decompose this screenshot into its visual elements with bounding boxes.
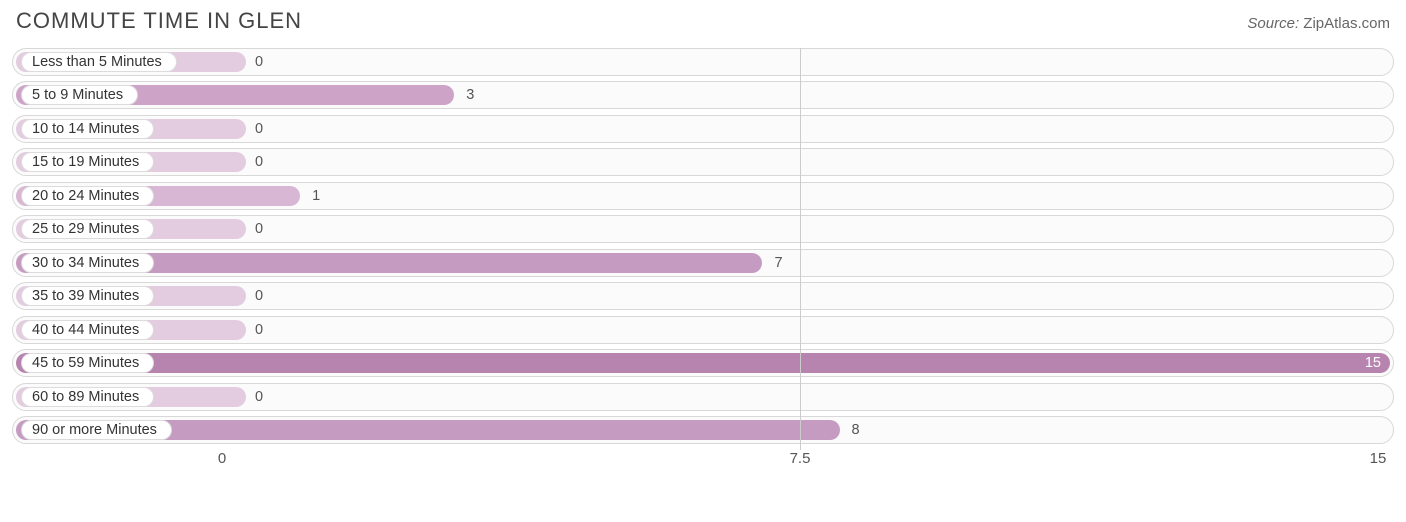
bar-row: 40 to 44 Minutes 0 bbox=[12, 316, 1394, 344]
bar-row: 20 to 24 Minutes 1 bbox=[12, 182, 1394, 210]
bar-value: 8 bbox=[846, 417, 866, 443]
bar-fill bbox=[16, 353, 1390, 373]
bar-label: 10 to 14 Minutes bbox=[21, 119, 154, 139]
bar-row: 90 or more Minutes 8 bbox=[12, 416, 1394, 444]
axis-tick: 15 bbox=[1370, 450, 1387, 467]
bar-row: 25 to 29 Minutes 0 bbox=[12, 215, 1394, 243]
axis-tick: 0 bbox=[218, 450, 226, 467]
chart-container: COMMUTE TIME IN GLEN Source: ZipAtlas.co… bbox=[0, 0, 1406, 522]
bar-value: 0 bbox=[249, 384, 269, 410]
bar-label: 45 to 59 Minutes bbox=[21, 353, 154, 373]
bar-value: 0 bbox=[249, 116, 269, 142]
bar-row: 5 to 9 Minutes 3 bbox=[12, 81, 1394, 109]
bar-value: 15 bbox=[1359, 350, 1387, 376]
bar-value: 7 bbox=[768, 250, 788, 276]
bar-value: 0 bbox=[249, 317, 269, 343]
bar-label: 90 or more Minutes bbox=[21, 420, 172, 440]
bar-label: 25 to 29 Minutes bbox=[21, 219, 154, 239]
bar-label: 20 to 24 Minutes bbox=[21, 186, 154, 206]
axis-tick: 7.5 bbox=[790, 450, 811, 467]
chart-source: Source: ZipAtlas.com bbox=[1247, 15, 1390, 32]
bar-label: 60 to 89 Minutes bbox=[21, 387, 154, 407]
chart-title: COMMUTE TIME IN GLEN bbox=[16, 8, 302, 34]
bar-value: 1 bbox=[306, 183, 326, 209]
bar-label: Less than 5 Minutes bbox=[21, 52, 177, 72]
bar-value: 0 bbox=[249, 283, 269, 309]
bar-row: 15 to 19 Minutes 0 bbox=[12, 148, 1394, 176]
bar-label: 5 to 9 Minutes bbox=[21, 85, 138, 105]
bar-value: 0 bbox=[249, 149, 269, 175]
bar-row: Less than 5 Minutes 0 bbox=[12, 48, 1394, 76]
chart-header: COMMUTE TIME IN GLEN Source: ZipAtlas.co… bbox=[12, 6, 1394, 42]
bar-row: 30 to 34 Minutes 7 bbox=[12, 249, 1394, 277]
bar-row: 60 to 89 Minutes 0 bbox=[12, 383, 1394, 411]
source-prefix: Source: bbox=[1247, 15, 1299, 32]
bar-value: 3 bbox=[460, 82, 480, 108]
x-axis: 0 7.5 15 bbox=[12, 450, 1394, 476]
bars-wrap: Less than 5 Minutes 0 5 to 9 Minutes 3 10 to… bbox=[12, 48, 1394, 445]
bar-value: 0 bbox=[249, 49, 269, 75]
bar-label: 30 to 34 Minutes bbox=[21, 253, 154, 273]
chart-area: Less than 5 Minutes 0 5 to 9 Minutes 3 10 to… bbox=[12, 48, 1394, 476]
bar-label: 15 to 19 Minutes bbox=[21, 152, 154, 172]
bar-row: 10 to 14 Minutes 0 bbox=[12, 115, 1394, 143]
bar-label: 35 to 39 Minutes bbox=[21, 286, 154, 306]
bar-row: 35 to 39 Minutes 0 bbox=[12, 282, 1394, 310]
source-name: ZipAtlas.com bbox=[1303, 15, 1390, 32]
bar-label: 40 to 44 Minutes bbox=[21, 320, 154, 340]
bar-value: 0 bbox=[249, 216, 269, 242]
bar-row: 45 to 59 Minutes 15 bbox=[12, 349, 1394, 377]
